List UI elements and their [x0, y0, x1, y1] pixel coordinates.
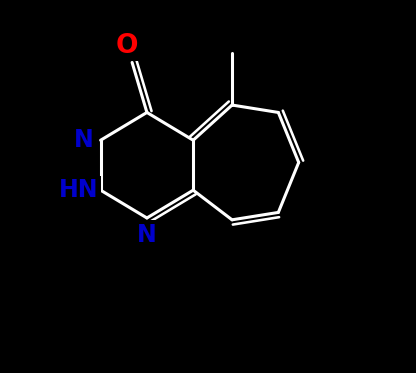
- Text: N: N: [137, 223, 157, 247]
- Text: N: N: [74, 128, 94, 152]
- Text: HN: HN: [59, 178, 98, 202]
- Text: O: O: [115, 33, 138, 59]
